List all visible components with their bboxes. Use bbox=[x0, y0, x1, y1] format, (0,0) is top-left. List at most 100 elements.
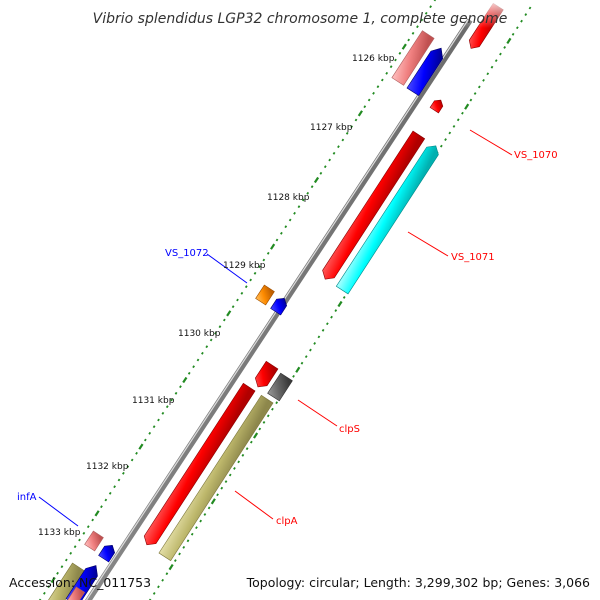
minor-tick bbox=[482, 78, 485, 82]
minor-tick bbox=[165, 405, 169, 409]
minor-tick bbox=[310, 185, 314, 189]
minor-tick bbox=[477, 85, 481, 89]
minor-tick bbox=[108, 491, 112, 495]
minor-tick bbox=[152, 425, 156, 429]
minor-tick bbox=[515, 26, 519, 30]
minor-tick bbox=[237, 460, 241, 464]
minor-tick bbox=[38, 598, 42, 600]
minor-tick bbox=[284, 225, 288, 229]
label-clps: clpS bbox=[339, 424, 360, 435]
tick-label-1128: 1128 kbp bbox=[267, 193, 310, 203]
gene-infa-pink bbox=[84, 530, 104, 552]
minor-tick bbox=[161, 411, 165, 415]
minor-tick bbox=[258, 427, 262, 431]
minor-tick bbox=[262, 420, 266, 424]
gene-vs1072-orange bbox=[255, 284, 275, 306]
minor-tick bbox=[313, 342, 317, 345]
gene-clpa-olive bbox=[158, 394, 274, 562]
minor-tick bbox=[411, 31, 415, 35]
minor-tick bbox=[60, 565, 64, 569]
gene-top-blue bbox=[406, 47, 443, 97]
gene-clps-red bbox=[254, 360, 279, 388]
minor-tick bbox=[420, 18, 424, 22]
minor-tick bbox=[82, 531, 86, 535]
minor-tick bbox=[407, 38, 411, 42]
major-tick bbox=[313, 176, 320, 184]
major-tick bbox=[270, 243, 276, 250]
minor-tick bbox=[196, 358, 200, 362]
minor-tick bbox=[143, 438, 147, 442]
minor-tick bbox=[203, 513, 207, 516]
leader-clpa bbox=[234, 490, 274, 520]
minor-tick bbox=[293, 211, 296, 215]
minor-tick bbox=[249, 278, 253, 282]
minor-tick bbox=[228, 473, 232, 477]
minor-tick bbox=[319, 171, 323, 175]
minor-tick bbox=[345, 131, 349, 135]
minor-tick bbox=[262, 258, 266, 262]
minor-tick bbox=[157, 418, 160, 422]
minor-tick bbox=[130, 458, 134, 462]
major-tick bbox=[210, 498, 216, 505]
major-tick bbox=[182, 376, 188, 384]
minor-tick bbox=[244, 285, 248, 289]
minor-tick bbox=[135, 451, 138, 455]
inner-tick-rail bbox=[148, 6, 532, 600]
minor-tick bbox=[334, 309, 338, 312]
minor-tick bbox=[241, 453, 245, 457]
minor-tick bbox=[520, 19, 523, 23]
major-tick bbox=[168, 563, 174, 571]
minor-tick bbox=[253, 271, 257, 275]
minor-tick bbox=[309, 348, 312, 352]
minor-tick bbox=[528, 6, 532, 10]
minor-tick bbox=[300, 361, 304, 365]
major-tick bbox=[138, 443, 144, 450]
minor-tick bbox=[275, 401, 279, 405]
minor-tick bbox=[297, 205, 301, 209]
gene-bottom-pink bbox=[64, 586, 86, 600]
minor-tick bbox=[394, 58, 397, 62]
minor-tick bbox=[224, 480, 228, 484]
minor-tick bbox=[73, 545, 77, 549]
tick-label-1131: 1131 kbp bbox=[132, 396, 175, 406]
map-title: Vibrio splendidus LGP32 chromosome 1, co… bbox=[93, 11, 508, 27]
tick-label-1130: 1130 kbp bbox=[178, 329, 221, 339]
minor-tick bbox=[245, 447, 249, 451]
minor-tick bbox=[389, 65, 393, 69]
major-tick bbox=[464, 103, 470, 110]
minor-tick bbox=[117, 478, 121, 482]
minor-tick bbox=[78, 538, 81, 542]
minor-tick bbox=[292, 374, 295, 378]
minor-tick bbox=[354, 118, 358, 122]
top-fade bbox=[465, 0, 515, 28]
leader-vs1072 bbox=[206, 253, 248, 284]
minor-tick bbox=[240, 291, 244, 295]
minor-tick bbox=[323, 165, 327, 169]
minor-tick bbox=[473, 92, 477, 95]
minor-tick bbox=[433, 0, 437, 2]
minor-tick bbox=[187, 371, 191, 375]
minor-tick bbox=[376, 85, 380, 89]
minor-tick bbox=[56, 571, 59, 575]
major-tick bbox=[253, 432, 259, 439]
major-tick bbox=[401, 43, 407, 50]
major-tick bbox=[295, 366, 301, 373]
gene-infa-blue bbox=[98, 544, 115, 563]
minor-tick bbox=[126, 465, 130, 469]
major-tick bbox=[506, 37, 512, 45]
minor-tick bbox=[367, 98, 371, 102]
tick-label-1127: 1127 kbp bbox=[310, 123, 353, 133]
minor-tick bbox=[222, 318, 226, 322]
minor-tick bbox=[444, 138, 447, 141]
minor-tick bbox=[288, 218, 292, 222]
minor-tick bbox=[363, 105, 367, 109]
minor-tick bbox=[494, 59, 498, 63]
minor-tick bbox=[91, 518, 95, 522]
minor-tick bbox=[152, 592, 156, 595]
minor-tick bbox=[64, 558, 68, 562]
minor-tick bbox=[195, 526, 198, 530]
minor-tick bbox=[205, 345, 209, 349]
gene-clps-gray bbox=[267, 372, 293, 402]
genome-backbone bbox=[84, 18, 473, 600]
minor-tick bbox=[416, 25, 419, 29]
